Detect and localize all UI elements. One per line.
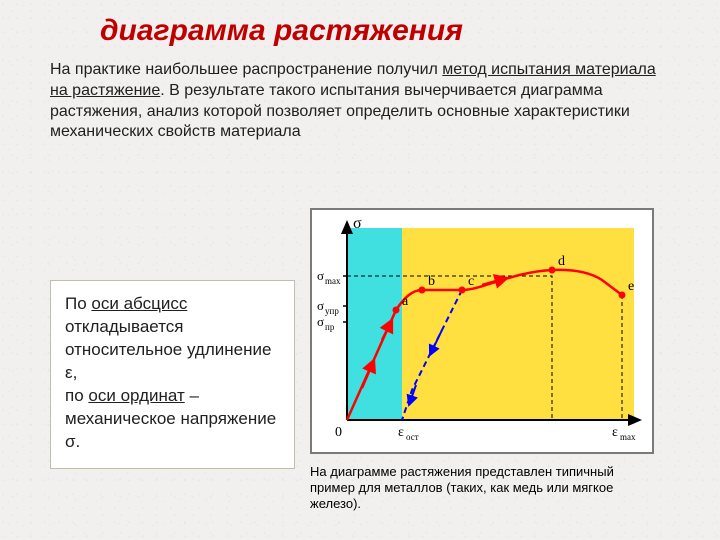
svg-text:d: d <box>558 254 565 269</box>
sidebox-p1a: По <box>65 294 91 313</box>
sidebox-p2u: оси ординат <box>88 386 184 405</box>
svg-text:c: c <box>468 274 474 289</box>
svg-text:ост: ост <box>406 432 419 442</box>
svg-text:пр: пр <box>325 322 335 332</box>
intro-paragraph: На практике наибольшее распространение п… <box>50 60 670 143</box>
svg-text:0: 0 <box>335 425 342 440</box>
svg-text:σ: σ <box>353 215 362 232</box>
svg-text:σ: σ <box>317 298 324 313</box>
intro-underline-2: на растяжение <box>50 82 160 99</box>
axis-explanation-box: По оси абсцисс откладывается относительн… <box>50 280 295 469</box>
intro-underline-1: метод испытания материала <box>442 61 655 78</box>
chart-container: σпрσупрσmaxabcdeσ0εостεmax На диаграмме … <box>310 208 670 512</box>
svg-text:σ: σ <box>317 268 324 283</box>
svg-text:e: e <box>628 279 634 294</box>
svg-text:σ: σ <box>317 314 324 329</box>
page-title: диаграмма растяжения <box>100 14 463 48</box>
svg-text:ε: ε <box>612 425 618 440</box>
intro-pre: На практике наибольшее распространение п… <box>50 61 442 78</box>
svg-text:a: a <box>402 294 409 309</box>
chart-caption: На диаграмме растяжения представлен типи… <box>310 464 650 512</box>
svg-text:max: max <box>325 276 341 286</box>
svg-text:ε: ε <box>398 425 404 440</box>
sidebox-p2a: по <box>65 386 88 405</box>
svg-text:b: b <box>428 274 435 289</box>
sidebox-p1u: оси абсцисс <box>91 294 187 313</box>
stress-strain-chart: σпрσупрσmaxabcdeσ0εостεmax <box>312 210 652 452</box>
chart-border: σпрσупрσmaxabcdeσ0εостεmax <box>310 208 654 454</box>
svg-text:max: max <box>620 432 636 442</box>
sidebox-p1b: откладывается относительное удлинение ε, <box>65 317 271 382</box>
svg-text:упр: упр <box>325 306 339 316</box>
